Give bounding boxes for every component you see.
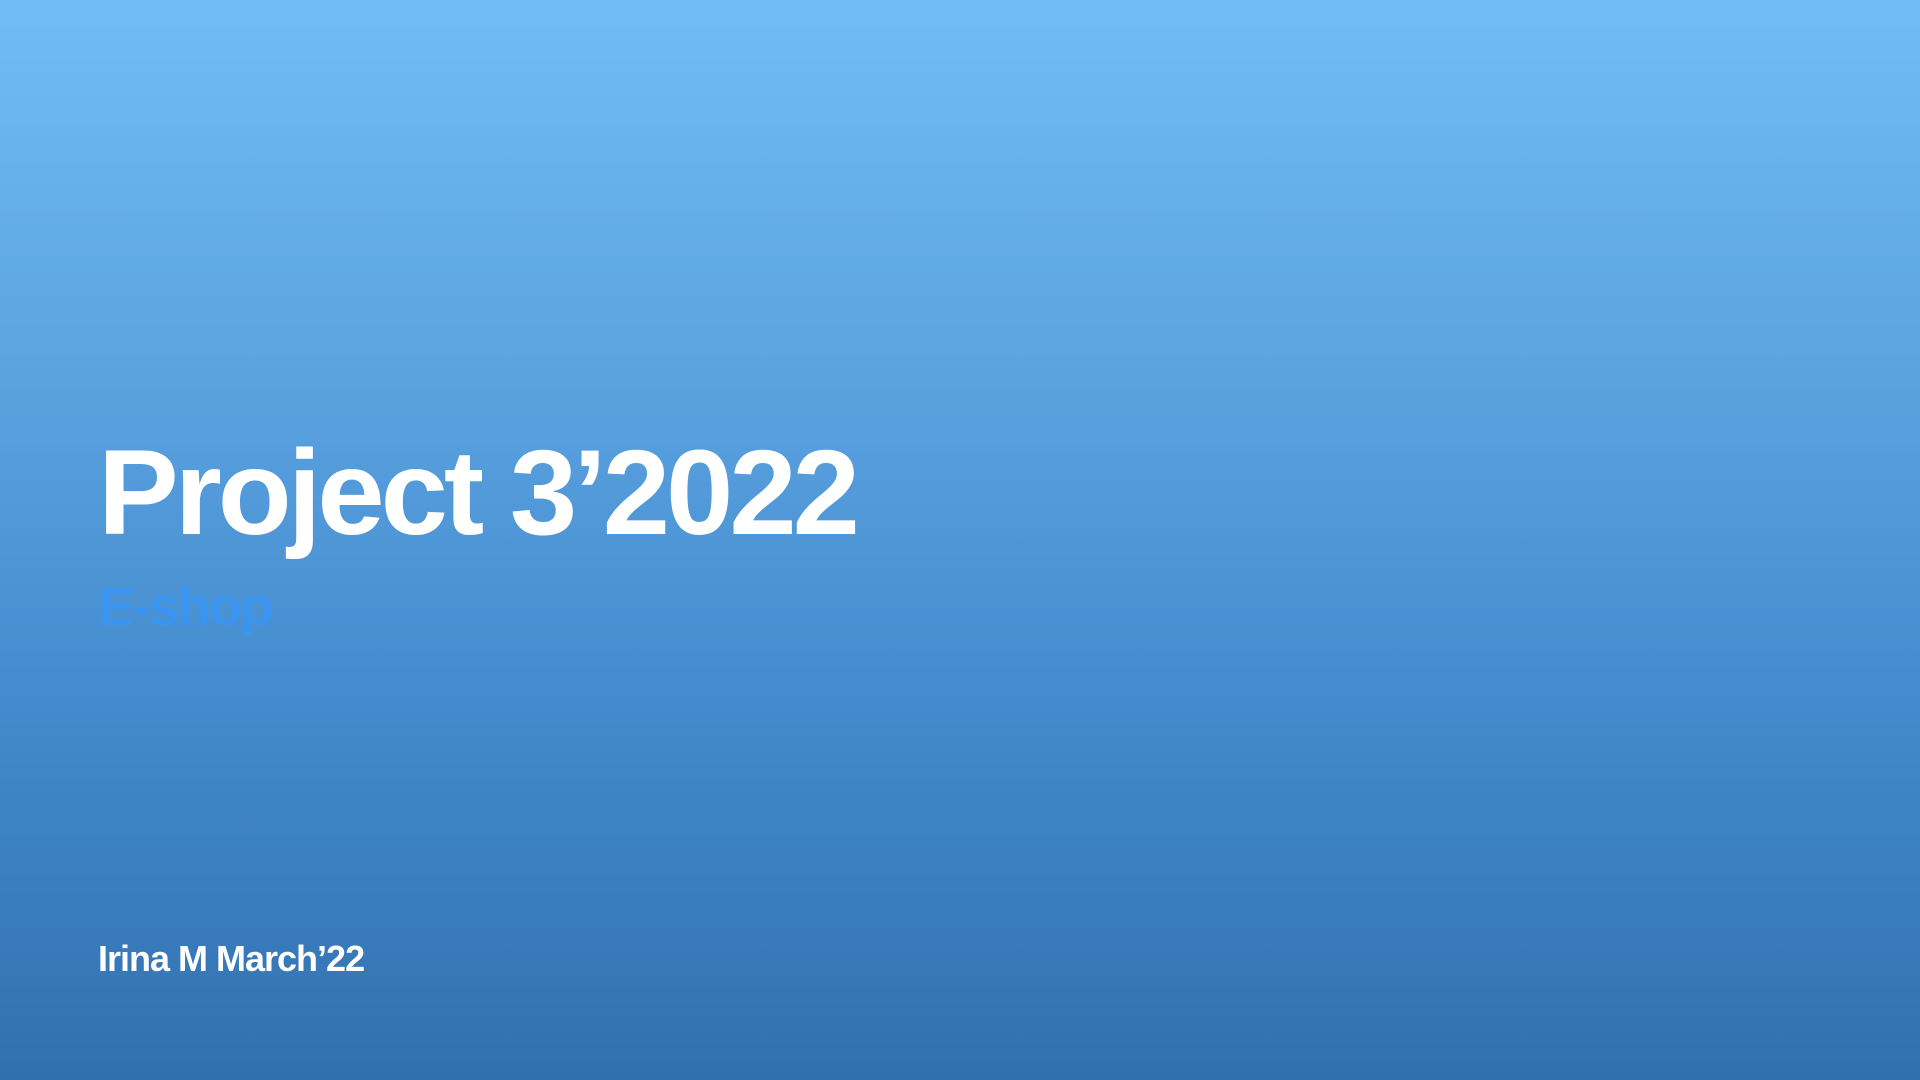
author-date-line: Irina M March’22: [98, 938, 365, 979]
slide-subtitle: E-shop: [98, 577, 274, 637]
slide-title: Project 3’2022: [98, 424, 860, 560]
